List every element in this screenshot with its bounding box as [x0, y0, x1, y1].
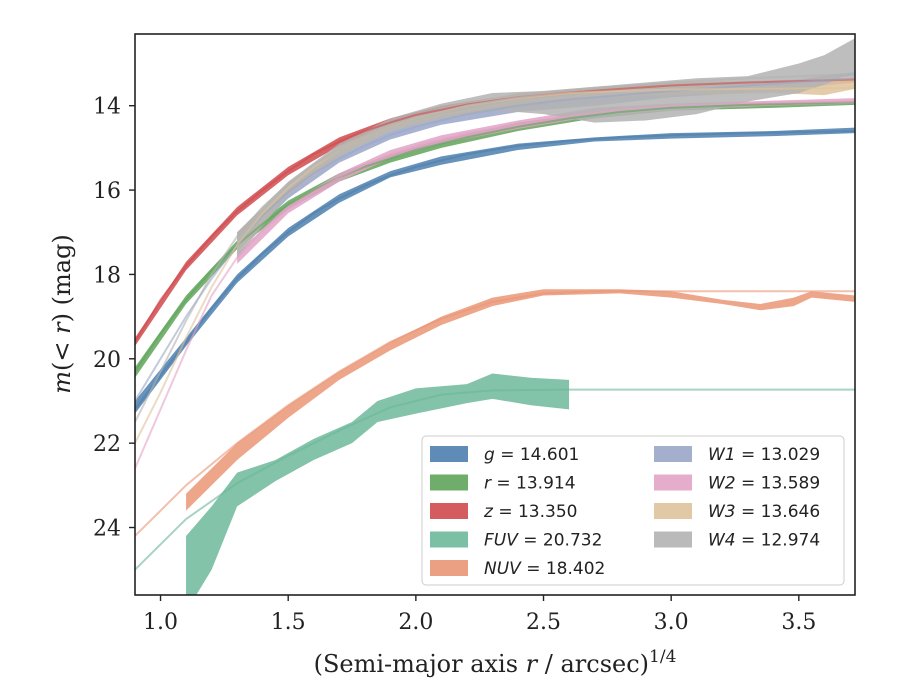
- series-model-lines: [135, 73, 855, 571]
- x-tick-label: 3.0: [654, 610, 689, 635]
- legend-swatch: [654, 503, 692, 519]
- legend-label: r = 13.914: [484, 474, 576, 494]
- legend: g = 14.601 r = 13.914 z = 13.350 FUV = 20.7…: [421, 435, 845, 586]
- series-2-model-line: [135, 78, 855, 343]
- legend-swatch: [430, 531, 468, 548]
- x-tick-label: 2.0: [398, 610, 433, 635]
- legend-label: g = 14.601: [484, 445, 579, 465]
- legend-item: g = 14.601: [430, 445, 579, 465]
- x-tick-label: 1.0: [143, 610, 178, 635]
- legend-swatch: [654, 531, 692, 548]
- legend-swatch: [430, 474, 468, 491]
- y-axis-ticks: 14 16 18 20 22 24: [93, 95, 135, 542]
- series-1-model-line: [135, 101, 855, 373]
- y-tick-label: 18: [93, 263, 121, 288]
- x-tick-label: 1.5: [271, 610, 306, 635]
- series-4-model-line: [135, 290, 855, 537]
- legend-item: FUV = 20.732: [430, 531, 602, 551]
- legend-swatch: [430, 503, 468, 519]
- series-6-model-line: [135, 100, 855, 469]
- y-tick-label: 14: [93, 95, 121, 120]
- y-tick-label: 16: [93, 179, 121, 204]
- x-axis-label: (Semi-major axis r / arcsec)1/4: [314, 647, 677, 678]
- legend-label: NUV = 18.402: [484, 559, 605, 579]
- legend-swatch: [654, 446, 692, 462]
- y-tick-label: 22: [93, 432, 121, 457]
- series-0-model-line: [135, 130, 855, 411]
- series-8-band: [237, 38, 855, 258]
- x-tick-label: 3.5: [781, 610, 816, 635]
- legend-swatch: [430, 560, 468, 576]
- legend-item: W4 = 12.974: [654, 531, 820, 551]
- legend-item: NUV = 18.402: [430, 559, 605, 579]
- y-axis-label: m(< r) (mag): [48, 234, 76, 394]
- legend-item: W3 = 13.646: [654, 502, 820, 522]
- series-3-band: [186, 373, 570, 595]
- legend-item: W1 = 13.029: [654, 445, 820, 465]
- legend-label: W4 = 12.974: [708, 531, 820, 551]
- legend-item: z = 13.350: [430, 502, 577, 522]
- series-8-model-line: [135, 73, 855, 423]
- series-bands: [135, 38, 855, 595]
- legend-swatch: [430, 446, 468, 462]
- axes-frame: [134, 33, 856, 596]
- legend-item: r = 13.914: [430, 474, 576, 494]
- x-axis-ticks: 1.0 1.5 2.0 2.5 3.0 3.5: [143, 595, 816, 635]
- legend-swatch: [654, 474, 692, 491]
- legend-label: W3 = 13.646: [708, 502, 820, 522]
- legend-label: W1 = 13.029: [708, 445, 820, 465]
- series-3-model-line: [135, 388, 855, 571]
- y-tick-label: 20: [93, 348, 121, 373]
- legend-label: z = 13.350: [483, 502, 577, 522]
- legend-label: FUV = 20.732: [484, 531, 602, 551]
- legend-box: [421, 435, 845, 586]
- legend-label: W2 = 13.589: [708, 474, 820, 494]
- legend-item: W2 = 13.589: [654, 474, 820, 494]
- series-5-model-line: [135, 77, 855, 402]
- y-tick-label: 24: [93, 517, 121, 542]
- x-tick-label: 2.5: [526, 610, 561, 635]
- plot-area: [135, 38, 855, 595]
